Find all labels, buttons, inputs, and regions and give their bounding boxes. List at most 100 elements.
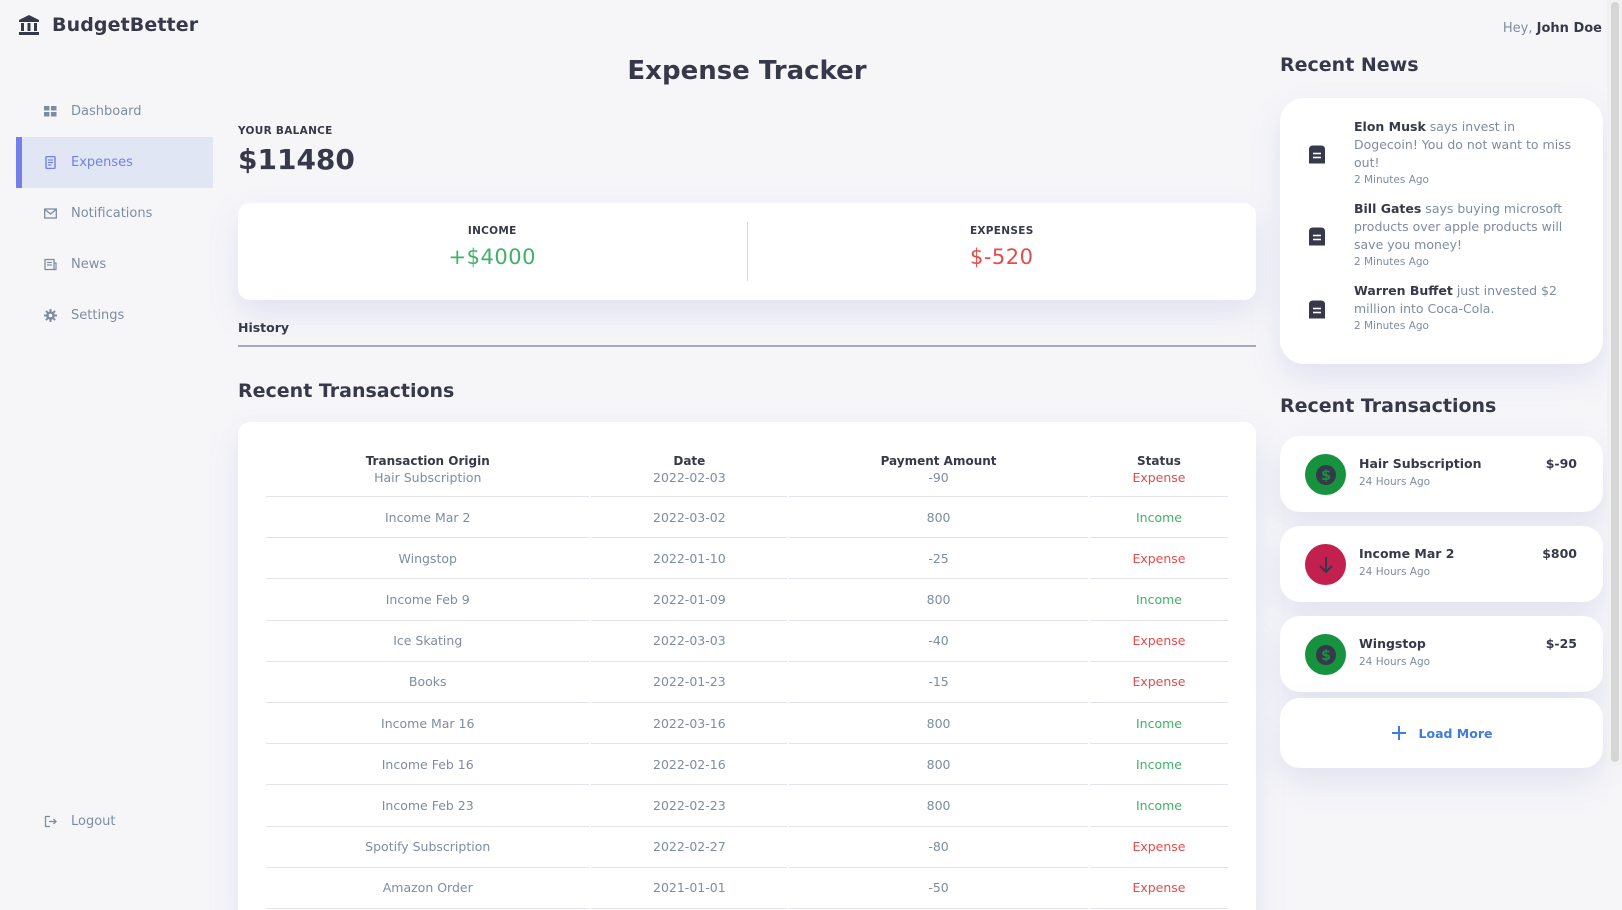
bank-icon bbox=[19, 15, 39, 35]
news-icon bbox=[1309, 227, 1325, 246]
cell-amount: -50 bbox=[789, 868, 1088, 909]
table-row[interactable]: Amazon Order 2021-01-01 -50 Expense bbox=[266, 868, 1228, 909]
page-scrollbar[interactable] bbox=[1607, 0, 1622, 765]
svg-text:$: $ bbox=[1321, 648, 1331, 664]
main-content: Expense Tracker YOUR BALANCE $11480 INCO… bbox=[238, 0, 1256, 910]
cell-date: 2022-01-23 bbox=[591, 662, 788, 703]
transaction-time: 24 Hours Ago bbox=[1359, 656, 1431, 668]
cell-origin: Income Feb 16 bbox=[266, 744, 590, 786]
news-time: 2 Minutes Ago bbox=[1354, 320, 1429, 332]
brand[interactable]: BudgetBetter bbox=[18, 14, 198, 36]
table-row[interactable]: Books 2022-01-23 -15 Expense bbox=[266, 662, 1228, 703]
sidebar-item-expenses[interactable]: Expenses bbox=[16, 137, 213, 188]
table-row[interactable]: Income Feb 23 2022-02-23 800 Income bbox=[266, 785, 1228, 827]
receipt-icon bbox=[45, 156, 56, 169]
cell-origin: Amazon Order bbox=[266, 868, 590, 909]
cell-status: Expense bbox=[1089, 621, 1228, 662]
news-item[interactable]: Warren Buffet just invested $2 million i… bbox=[1306, 282, 1579, 334]
news-text: just invested $2 million into Coca-Cola. bbox=[1354, 283, 1558, 316]
cell-origin: Income Mar 16 bbox=[266, 703, 590, 745]
cell-date: 2022-03-02 bbox=[591, 497, 788, 539]
logout-button[interactable]: Logout bbox=[16, 796, 213, 847]
cell-date: 2022-02-03 bbox=[591, 468, 788, 497]
news-icon bbox=[1309, 145, 1325, 164]
sidebar-item-label: Dashboard bbox=[71, 104, 142, 119]
cell-origin: Spotify Subscription bbox=[266, 827, 590, 868]
transaction-avatar: $ bbox=[1305, 454, 1346, 495]
cell-status: Expense bbox=[1089, 468, 1228, 497]
grid-icon bbox=[44, 106, 57, 117]
transactions-title: Recent Transactions bbox=[238, 380, 455, 402]
sidebar-item-label: Expenses bbox=[71, 155, 133, 170]
news-author: Bill Gates bbox=[1354, 201, 1422, 216]
logout-label: Logout bbox=[71, 814, 116, 829]
cell-amount: 800 bbox=[789, 497, 1088, 539]
income-column: INCOME +$4000 bbox=[238, 203, 747, 300]
transactions-table: Transaction Origin Date Payment Amount S… bbox=[264, 444, 1230, 909]
load-more-button[interactable]: Load More bbox=[1280, 698, 1603, 768]
scrollbar-thumb[interactable] bbox=[1611, 2, 1619, 762]
transaction-time: 24 Hours Ago bbox=[1359, 566, 1431, 578]
table-row[interactable]: Income Feb 16 2022-02-16 800 Income bbox=[266, 744, 1228, 786]
news-icon bbox=[1309, 300, 1325, 319]
sidebar-item-news[interactable]: News bbox=[16, 239, 213, 290]
sidebar-item-notifications[interactable]: Notifications bbox=[16, 188, 213, 239]
dollar-icon: $ bbox=[1315, 464, 1336, 485]
column-header-origin: Transaction Origin bbox=[365, 454, 490, 468]
column-header-status: Status bbox=[1137, 454, 1181, 468]
sidebar-item-settings[interactable]: Settings bbox=[16, 290, 213, 341]
cell-date: 2021-01-01 bbox=[591, 868, 788, 909]
table-row[interactable]: Spotify Subscription 2022-02-27 -80 Expense bbox=[266, 827, 1228, 868]
news-item[interactable]: Bill Gates says buying microsoft product… bbox=[1306, 200, 1579, 270]
cell-amount: 800 bbox=[789, 579, 1088, 621]
table-row[interactable]: Income Mar 2 2022-03-02 800 Income bbox=[266, 497, 1228, 539]
cell-amount: -90 bbox=[789, 468, 1088, 497]
sidebar: Dashboard Expenses Notifications News bbox=[16, 86, 213, 341]
table-row[interactable]: Wingstop 2022-01-10 -25 Expense bbox=[266, 538, 1228, 580]
transaction-card[interactable]: Income Mar 2 24 Hours Ago $800 bbox=[1280, 526, 1603, 602]
table-row[interactable]: Hair Subscription 2022-02-03 -90 Expense bbox=[266, 468, 1228, 497]
table-row[interactable]: Income Mar 16 2022-03-16 800 Income bbox=[266, 703, 1228, 745]
gear-icon bbox=[44, 309, 57, 322]
cell-status: Expense bbox=[1089, 827, 1228, 868]
cell-origin: Wingstop bbox=[266, 538, 590, 580]
sidebar-item-dashboard[interactable]: Dashboard bbox=[16, 86, 213, 137]
news-title: Recent News bbox=[1280, 54, 1419, 76]
news-text: says buying microsoft products over appl… bbox=[1354, 201, 1563, 252]
transaction-name: Hair Subscription bbox=[1359, 456, 1482, 471]
cell-amount: -15 bbox=[789, 662, 1088, 703]
transaction-name: Wingstop bbox=[1359, 636, 1426, 651]
cell-date: 2022-01-09 bbox=[591, 579, 788, 621]
newspaper-icon bbox=[44, 258, 57, 271]
history-tab[interactable]: History bbox=[238, 320, 1256, 347]
news-item[interactable]: Elon Musk says invest in Dogecoin! You d… bbox=[1306, 118, 1579, 188]
load-more-label: Load More bbox=[1418, 725, 1493, 741]
recent-transactions-title: Recent Transactions bbox=[1280, 395, 1497, 417]
cell-origin: Books bbox=[266, 662, 590, 703]
transaction-time: 24 Hours Ago bbox=[1359, 476, 1431, 488]
expenses-label: EXPENSES bbox=[969, 225, 1034, 237]
page-title: Expense Tracker bbox=[627, 56, 867, 86]
balance-label: YOUR BALANCE bbox=[238, 125, 333, 137]
transaction-card[interactable]: $ Hair Subscription 24 Hours Ago $-90 bbox=[1280, 436, 1603, 512]
transaction-amount: $-90 bbox=[1545, 456, 1577, 471]
cell-origin: Income Feb 9 bbox=[266, 579, 590, 621]
transaction-amount: $-25 bbox=[1545, 636, 1577, 651]
cell-date: 2022-02-23 bbox=[591, 785, 788, 827]
transaction-card[interactable]: $ Wingstop 24 Hours Ago $-25 bbox=[1280, 616, 1603, 692]
cell-date: 2022-03-16 bbox=[591, 703, 788, 745]
dollar-icon: $ bbox=[1315, 644, 1336, 665]
cell-origin: Hair Subscription bbox=[266, 468, 590, 497]
news-card: Elon Musk says invest in Dogecoin! You d… bbox=[1280, 98, 1603, 364]
expenses-column: EXPENSES $-520 bbox=[746, 222, 1257, 281]
table-header-row: Transaction Origin Date Payment Amount S… bbox=[266, 444, 1228, 468]
cell-status: Income bbox=[1089, 785, 1228, 827]
cell-status: Income bbox=[1089, 579, 1228, 621]
news-author: Warren Buffet bbox=[1354, 283, 1453, 298]
user-name[interactable]: John Doe bbox=[1536, 21, 1602, 36]
table-row[interactable]: Ice Skating 2022-03-03 -40 Expense bbox=[266, 621, 1228, 662]
balance-value: $11480 bbox=[238, 143, 355, 176]
logout-container: Logout bbox=[16, 796, 213, 847]
table-row[interactable]: Income Feb 9 2022-01-09 800 Income bbox=[266, 579, 1228, 621]
arrow-down-icon bbox=[1318, 556, 1333, 573]
